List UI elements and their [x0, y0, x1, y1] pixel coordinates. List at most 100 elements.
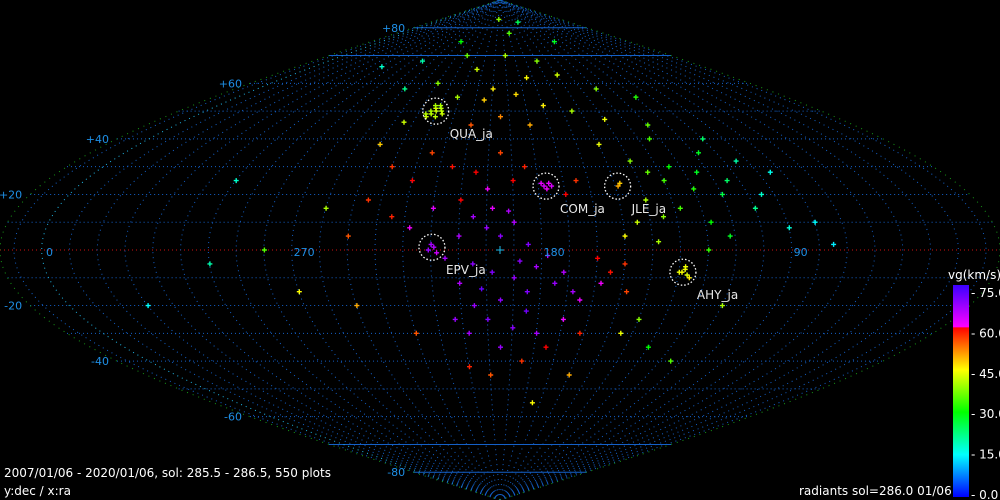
radiant-point [438, 103, 444, 109]
radiant-point [485, 186, 491, 192]
meridian-line [499, 0, 682, 500]
radiant-point [467, 364, 472, 370]
radiant-point [554, 72, 560, 78]
radiant-point [296, 289, 302, 295]
colorbar-tick-label: - 0.0 [971, 488, 998, 500]
radiant-point [719, 303, 725, 309]
radiant-point [724, 178, 730, 184]
radiant-point [471, 303, 477, 309]
dec-tick-label: -80 [387, 466, 405, 479]
radiant-point [488, 372, 494, 378]
radiant-point [686, 275, 692, 281]
radiant-point [759, 191, 764, 197]
radiant-point [552, 280, 558, 286]
radiant-point [457, 280, 463, 286]
radiant-point [598, 280, 604, 286]
radiant-point [595, 255, 601, 261]
radiant-point [474, 66, 480, 72]
radiant-point [645, 169, 651, 175]
meridian-line [124, 0, 501, 500]
radiant-label: QUA_ja [450, 127, 493, 141]
radiant-point [525, 241, 531, 247]
radiant-point [323, 205, 329, 211]
radiant-point [622, 261, 628, 267]
radiant-point [627, 158, 633, 164]
meridian-line [499, 0, 904, 500]
radiant-point [643, 197, 649, 203]
radiant-point [561, 269, 567, 275]
radiant-point [529, 400, 535, 406]
radiant-point [413, 330, 419, 336]
ra-tick-label: 180 [544, 246, 565, 259]
radiant-point [233, 178, 239, 184]
ra0-meridian [41, 0, 501, 500]
dec-tick-label: +80 [382, 22, 405, 35]
colorbar-tick-label: - 30.0 [971, 407, 1000, 421]
radiant-point [407, 225, 413, 231]
radiant-point [498, 233, 503, 239]
radiant-point [596, 141, 602, 147]
radiant-point [485, 316, 491, 322]
radiant-point [684, 272, 690, 278]
meridian-line [499, 0, 876, 500]
radiant-point [727, 233, 733, 239]
colorbar: vg(km/s) - 75.0 - 60.0 - 45.0 - 30.0 - 15.0 -… [948, 268, 1000, 500]
radiant-point [691, 186, 697, 192]
radiant-point [786, 225, 792, 231]
radiant-point [498, 344, 503, 350]
date-range-header: 2007/01/06 - 2020/01/06, sol: 285.5 - 28… [4, 466, 331, 480]
ra-tick-label: 270 [294, 246, 315, 259]
radiant-point [479, 286, 485, 292]
radiant-label: EPV_ja [446, 263, 486, 277]
radiant-point [466, 330, 472, 336]
radiant-label: COM_ja [560, 202, 605, 216]
radiant-point [543, 344, 549, 350]
radiant-point [540, 103, 546, 109]
radiant-point [517, 258, 523, 264]
radiant-point [489, 269, 495, 275]
radiant-point [498, 297, 503, 303]
radiant-point [706, 247, 712, 253]
radiant-label: AHY_ja [697, 288, 738, 302]
radiant-point [498, 150, 503, 156]
radiant-point [615, 183, 621, 189]
radiant-circle [669, 258, 697, 286]
radiant-point [389, 214, 395, 220]
radiant-point [645, 344, 651, 350]
named-radiants: QUA_ja COM_ja JLE_ja EPV_ja AHY_ja [418, 97, 738, 302]
radiant-point [510, 178, 516, 184]
radiant-point [527, 122, 533, 128]
radiant-point [593, 86, 599, 92]
radiant-point [708, 219, 714, 225]
radiant-point [546, 180, 552, 186]
radiant-point [676, 269, 682, 275]
radiant-point [696, 150, 701, 156]
radiant-point [515, 19, 521, 25]
radiant-point [365, 197, 371, 203]
radiant-point [733, 158, 739, 164]
radiant-point [563, 191, 569, 197]
radiant-point [389, 164, 395, 170]
radiant-point [513, 91, 519, 97]
meridian-line [402, 0, 501, 500]
dec-tick-label: +40 [86, 133, 109, 146]
radiant-point [647, 136, 652, 142]
dec-tick-label: -40 [91, 355, 109, 368]
radiant-point [569, 108, 575, 114]
radiant-point [534, 58, 540, 64]
radiant-point [510, 325, 516, 331]
meridian-line [68, 0, 501, 500]
meridian-line [430, 0, 501, 500]
radiant-point [423, 111, 429, 117]
radiant-point [464, 53, 470, 59]
radiant-circle [603, 172, 632, 200]
radiant-point [439, 111, 445, 117]
dec-tick-label: -60 [224, 411, 242, 424]
radiant-point [432, 114, 438, 120]
radiant-point [634, 219, 640, 225]
radiant-point [573, 178, 579, 184]
radiant-circle [422, 97, 450, 125]
radiant-point [484, 225, 490, 231]
radiant-point [668, 358, 674, 364]
